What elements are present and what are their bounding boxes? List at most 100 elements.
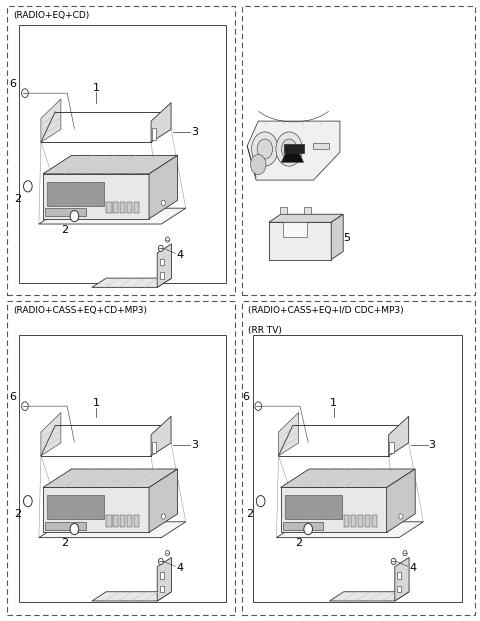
Polygon shape: [43, 155, 178, 174]
Circle shape: [70, 211, 79, 222]
Bar: [283, 522, 324, 530]
Circle shape: [252, 132, 278, 166]
Bar: [127, 515, 132, 527]
Polygon shape: [43, 487, 149, 532]
Text: 1: 1: [93, 83, 99, 93]
Polygon shape: [280, 469, 415, 487]
Circle shape: [281, 139, 297, 159]
Polygon shape: [92, 592, 171, 601]
Circle shape: [304, 524, 312, 535]
Circle shape: [391, 558, 396, 564]
Bar: [389, 442, 394, 453]
Text: 6: 6: [10, 79, 16, 89]
Text: 2: 2: [247, 509, 253, 519]
Polygon shape: [331, 214, 343, 260]
Bar: [19, 25, 226, 283]
Polygon shape: [395, 558, 409, 601]
Circle shape: [22, 402, 28, 410]
Circle shape: [255, 402, 262, 410]
Polygon shape: [157, 244, 171, 288]
Text: (RADIO+CASS+EQ+CD+MP3): (RADIO+CASS+EQ+CD+MP3): [13, 306, 147, 315]
Bar: [47, 496, 104, 519]
Circle shape: [161, 200, 165, 206]
Polygon shape: [41, 412, 61, 456]
Bar: [365, 515, 370, 527]
Circle shape: [257, 139, 273, 159]
Circle shape: [165, 551, 169, 556]
Circle shape: [158, 245, 163, 252]
Circle shape: [22, 89, 28, 97]
Circle shape: [24, 496, 32, 507]
Text: 2: 2: [14, 194, 21, 204]
Circle shape: [161, 514, 165, 519]
Polygon shape: [151, 102, 171, 142]
Bar: [47, 182, 104, 206]
Text: 2: 2: [295, 538, 302, 548]
Text: (RADIO+EQ+CD): (RADIO+EQ+CD): [13, 11, 89, 20]
Circle shape: [165, 237, 169, 242]
Polygon shape: [278, 412, 299, 456]
Text: 3: 3: [191, 127, 198, 137]
Bar: [397, 586, 401, 592]
Polygon shape: [247, 121, 340, 180]
Bar: [7, 301, 235, 615]
Text: 4: 4: [409, 563, 416, 573]
Bar: [284, 143, 303, 153]
Bar: [242, 301, 475, 615]
Polygon shape: [269, 214, 343, 222]
Bar: [160, 586, 164, 592]
Polygon shape: [276, 522, 423, 538]
Text: 2: 2: [14, 509, 21, 519]
Bar: [120, 202, 125, 214]
Bar: [113, 515, 119, 527]
Bar: [397, 573, 401, 579]
Text: 2: 2: [61, 225, 68, 235]
Text: 3: 3: [429, 440, 435, 450]
Polygon shape: [149, 155, 178, 219]
Bar: [127, 202, 132, 214]
Bar: [45, 208, 86, 216]
Polygon shape: [39, 522, 186, 538]
Bar: [152, 128, 156, 140]
Bar: [160, 273, 164, 279]
Polygon shape: [283, 222, 307, 237]
Bar: [19, 335, 226, 602]
Polygon shape: [269, 222, 331, 260]
Circle shape: [256, 496, 265, 507]
Bar: [113, 202, 119, 214]
Bar: [160, 573, 164, 579]
Bar: [313, 143, 329, 149]
Polygon shape: [43, 174, 149, 219]
Polygon shape: [41, 99, 61, 142]
Circle shape: [251, 155, 266, 175]
Bar: [160, 259, 164, 265]
Bar: [120, 515, 125, 527]
Circle shape: [399, 514, 403, 519]
Circle shape: [403, 551, 407, 556]
Circle shape: [158, 558, 163, 564]
Bar: [106, 515, 111, 527]
Bar: [106, 202, 111, 214]
Text: 3: 3: [191, 440, 198, 450]
Text: 2: 2: [61, 538, 68, 548]
Polygon shape: [329, 592, 409, 601]
Bar: [152, 442, 156, 453]
Bar: [7, 6, 235, 295]
Text: 4: 4: [176, 563, 183, 573]
Text: (RADIO+CASS+EQ+I/D CDC+MP3): (RADIO+CASS+EQ+I/D CDC+MP3): [248, 306, 404, 315]
Text: 6: 6: [243, 392, 250, 402]
Bar: [134, 515, 139, 527]
Text: 1: 1: [93, 399, 99, 409]
Polygon shape: [39, 208, 186, 224]
Polygon shape: [157, 558, 171, 601]
Bar: [253, 335, 462, 602]
Bar: [344, 515, 349, 527]
Bar: [285, 496, 342, 519]
Bar: [372, 515, 377, 527]
Polygon shape: [92, 278, 171, 288]
Circle shape: [276, 132, 302, 166]
Text: 6: 6: [10, 392, 16, 402]
Polygon shape: [386, 469, 415, 532]
Polygon shape: [149, 469, 178, 532]
Polygon shape: [151, 416, 171, 456]
